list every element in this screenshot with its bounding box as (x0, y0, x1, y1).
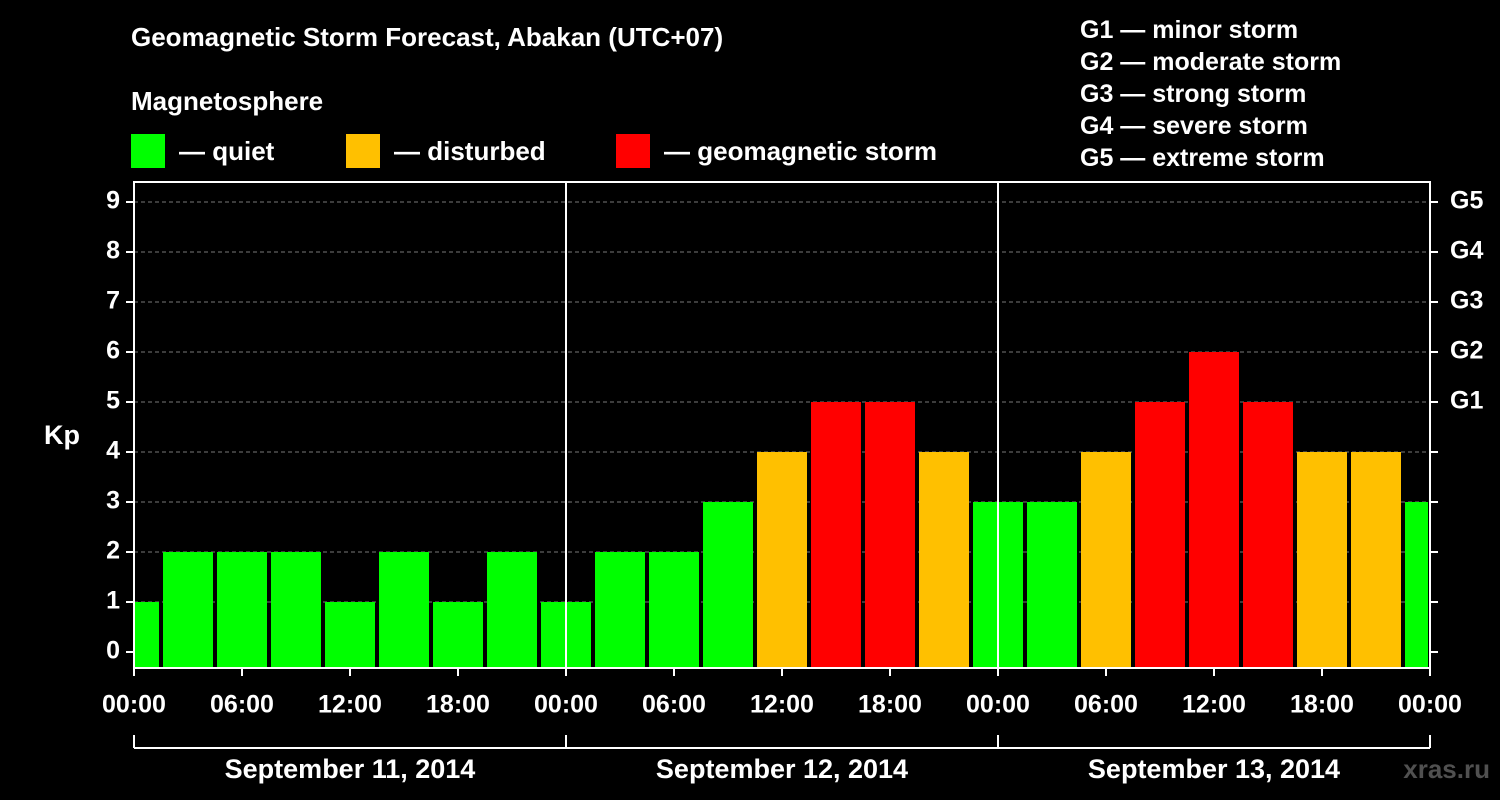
bar (163, 552, 213, 668)
y-tick-label: 6 (106, 337, 120, 365)
bar (433, 602, 483, 668)
bar (271, 552, 321, 668)
g-level-label: G2 (1450, 337, 1483, 365)
y-tick-label: 7 (106, 287, 120, 315)
day-label: September 13, 2014 (1088, 754, 1340, 784)
bar (1189, 352, 1239, 668)
bar (325, 602, 375, 668)
section-label: Magnetosphere (131, 86, 324, 116)
x-tick-label: 18:00 (858, 691, 922, 719)
y-tick-label: 2 (106, 537, 120, 565)
day-label: September 11, 2014 (225, 754, 476, 784)
bars (135, 352, 1428, 668)
day-label: September 12, 2014 (656, 754, 908, 784)
x-tick-label: 00:00 (534, 691, 598, 719)
y-tick-label: 1 (106, 587, 120, 615)
storm-level-g4: G4 — severe storm (1080, 112, 1308, 140)
bar (1405, 502, 1428, 668)
bar (487, 552, 537, 668)
x-tick-label: 12:00 (750, 691, 814, 719)
x-tick-label: 00:00 (1398, 691, 1462, 719)
bar (1135, 402, 1185, 668)
x-tick-label: 00:00 (102, 691, 166, 719)
bar (595, 552, 645, 668)
axis-labels: 0 1 2 3 4 5 6 7 8 9 G1 G2 G3 G4 G5 00:00 06:00 12:00 18:00… (102, 187, 1483, 785)
bar (1243, 402, 1293, 668)
legend-label-storm: — geomagnetic storm (664, 135, 938, 166)
storm-level-g3: G3 — strong storm (1080, 80, 1307, 108)
x-tick-label: 06:00 (642, 691, 706, 719)
bar (217, 552, 267, 668)
x-tick-label: 00:00 (966, 691, 1030, 719)
bar (757, 452, 807, 668)
bar (865, 402, 915, 668)
g-level-label: G5 (1450, 187, 1483, 215)
g-level-label: G4 (1450, 237, 1483, 265)
storm-level-g2: G2 — moderate storm (1080, 48, 1342, 76)
storm-level-g1: G1 — minor storm (1080, 16, 1299, 44)
legend-disturbed: — disturbed (346, 134, 546, 168)
storm-level-list: G1 — minor storm G2 — moderate storm G3 … (1080, 14, 1341, 174)
x-tick-label: 12:00 (1182, 691, 1246, 719)
legend-label-quiet: — quiet (179, 135, 275, 166)
y-axis-label: Kp (44, 420, 80, 450)
bar (811, 402, 861, 668)
bar (1297, 452, 1347, 668)
legend-label-disturbed: — disturbed (394, 135, 546, 166)
chart-title: Geomagnetic Storm Forecast, Abakan (UTC+… (131, 22, 724, 52)
legend-swatch-disturbed (346, 134, 380, 168)
bar (379, 552, 429, 668)
legend-quiet: — quiet (131, 134, 274, 168)
bar (919, 452, 969, 668)
legend-storm: — geomagnetic storm (616, 134, 937, 168)
y-tick-label: 5 (106, 387, 120, 415)
y-tick-label: 0 (106, 637, 120, 665)
bar (1351, 452, 1401, 668)
bar (649, 552, 699, 668)
bar (1081, 452, 1131, 668)
axes (126, 181, 1438, 749)
bar (135, 602, 159, 668)
x-tick-label: 06:00 (1074, 691, 1138, 719)
x-tick-label: 18:00 (426, 691, 490, 719)
g-level-label: G1 (1450, 387, 1483, 415)
y-tick-label: 9 (106, 187, 120, 215)
bar (703, 502, 753, 668)
y-tick-label: 3 (106, 487, 120, 515)
g-level-label: G3 (1450, 287, 1483, 315)
y-tick-label: 8 (106, 237, 120, 265)
y-tick-label: 4 (106, 437, 120, 465)
legend-swatch-storm (616, 134, 650, 168)
x-tick-label: 06:00 (210, 691, 274, 719)
x-tick-label: 18:00 (1290, 691, 1354, 719)
bar (1027, 502, 1077, 668)
watermark: xras.ru (1403, 754, 1490, 784)
legend-swatch-quiet (131, 134, 165, 168)
storm-level-g5: G5 — extreme storm (1080, 144, 1325, 172)
x-tick-label: 12:00 (318, 691, 382, 719)
